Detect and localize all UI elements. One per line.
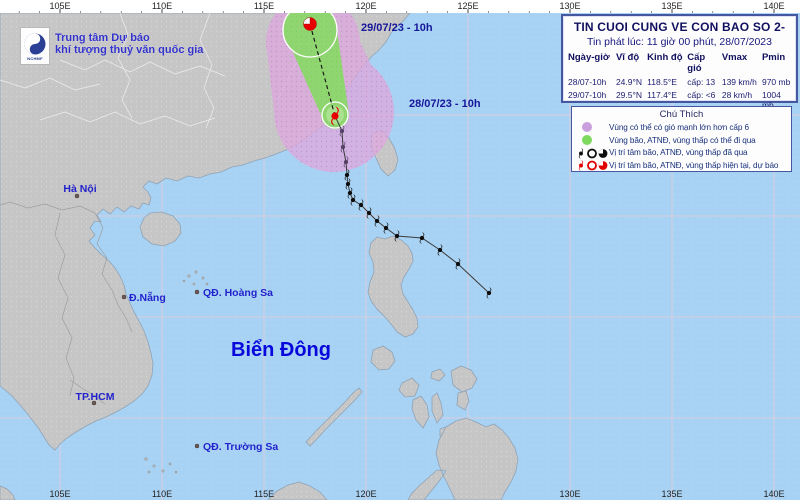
hainan-island — [139, 211, 182, 247]
current-wind-circle — [321, 101, 349, 129]
legend-label: Vị trí tâm bão, ATNĐ, vùng thấp đã qua — [609, 148, 748, 158]
current-forecast-icons — [575, 159, 609, 172]
lon-label-bottom: 110E — [152, 489, 172, 499]
cell-vmax: 139 km/h — [721, 77, 757, 87]
cell-wind-level: cấp: <6 — [687, 90, 716, 100]
samar-island — [450, 365, 478, 393]
city-dot — [74, 193, 80, 199]
leyte-island — [456, 390, 470, 411]
logo-caption: NCHMF — [27, 55, 43, 61]
track-time-annotation: 28/07/23 - 10h — [409, 98, 481, 110]
mindanao-island — [407, 417, 519, 500]
cell-pmin: 970 mb — [761, 77, 791, 87]
col-header: Kinh độ — [647, 52, 683, 63]
legend-row: Vị trí tâm bão, ATNĐ, vùng thấp hiện tại… — [575, 159, 788, 172]
map-labels: Hà Nội Đ.Nẵng TP.HCM QĐ. Hoàng Sa QĐ. Trường… — [63, 22, 480, 453]
luzon-island — [367, 235, 419, 338]
axis-strip — [0, 0, 800, 13]
legend-box: Chú Thích Vùng có thể có gió mạnh lớn hơ… — [571, 106, 792, 172]
lon-label-top: 125E — [457, 1, 478, 11]
lon-label-top: 105E — [49, 1, 70, 11]
legend-row: Vùng bão, ATNĐ, vùng thấp có thể đi qua — [575, 134, 788, 147]
cell-time: 28/07-10h — [568, 77, 607, 87]
col-header: Ngày-giờ — [568, 52, 610, 63]
forecast-wind-circle — [282, 13, 338, 58]
storm-zones — [266, 13, 394, 172]
bulletin-title: TIN CUOI CUNG VE CON BAO SO 2- — [573, 20, 786, 34]
lon-label-bottom: 135E — [661, 489, 682, 499]
forecast-low-icon — [303, 17, 317, 31]
nchmf-logo-icon: NCHMF — [20, 27, 50, 65]
malay-tip — [0, 485, 16, 500]
cell-lon: 118.5°E — [647, 77, 677, 87]
panay-island — [398, 377, 420, 398]
col-header: Cấp gió — [687, 52, 706, 74]
legend-label: Vị trí tâm bão, ATNĐ, vùng thấp hiện tại… — [609, 161, 779, 171]
city-dot — [91, 400, 97, 406]
negros-island — [411, 395, 430, 429]
col-header: Vmax — [721, 52, 748, 63]
lon-label-bottom: 140E — [763, 489, 784, 499]
city-dot — [194, 443, 200, 449]
cell-time: 29/07-10h — [568, 90, 607, 100]
cell-pmin: 1004 mb — [761, 90, 781, 110]
bulletin-table: Ngày-giờ Vĩ độ Kinh độ Cấp gió Vmax Pmin… — [568, 52, 791, 110]
cell-lon: 117.4°E — [647, 90, 677, 100]
lon-label-bottom: 115E — [254, 489, 274, 499]
legend-label: Vùng có thể có gió mạnh lớn hơn cấp 6 — [609, 122, 749, 132]
forecast-track-line — [309, 23, 336, 117]
agency-name-line1: Trung tâm Dự báo — [55, 32, 150, 44]
lon-label-top: 110E — [152, 1, 172, 11]
col-header: Vĩ độ — [615, 52, 640, 63]
bulletin-issued-time: Tin phát lúc: 11 giờ 00 phút, 28/07/2023 — [587, 36, 772, 48]
sea-name-label: Biển Đông — [231, 339, 331, 361]
purple-zone-icon — [575, 121, 609, 133]
mindoro-island — [370, 345, 396, 371]
cell-wind-level: cấp: 13 — [687, 77, 716, 87]
city-label: QĐ. Hoàng Sa — [203, 287, 273, 299]
storm-track — [303, 17, 492, 299]
lon-label-top: 140E — [763, 1, 784, 11]
agency-branding: NCHMF Trung tâm Dự báo khí tượng thuỷ vă… — [20, 27, 203, 65]
lon-label-bottom: 120E — [355, 489, 376, 499]
lon-label-top: 130E — [559, 1, 580, 11]
green-zone-icon — [575, 134, 609, 146]
cell-vmax: 28 km/h — [721, 90, 753, 100]
legend-label: Vùng bão, ATNĐ, vùng thấp có thể đi qua — [609, 135, 756, 145]
agency-name-line2: khí tượng thuỷ văn quốc gia — [55, 43, 204, 56]
cell-lat: 24.9°N — [615, 77, 643, 87]
masbate-island — [430, 368, 446, 382]
city-dot — [121, 294, 127, 300]
lon-label-top: 120E — [355, 1, 376, 11]
legend-row: Vị trí tâm bão, ATNĐ, vùng thấp đã qua — [575, 147, 788, 160]
cebu-island — [431, 392, 444, 424]
palawan-island — [305, 387, 363, 447]
borneo-tip — [267, 481, 328, 500]
city-label: Hà Nội — [63, 183, 96, 195]
track-time-annotation: 29/07/23 - 10h — [361, 22, 433, 34]
city-dot — [194, 289, 200, 295]
lon-label-top: 115E — [254, 1, 274, 11]
city-label: QĐ. Trường Sa — [203, 441, 278, 453]
lon-label-bottom: 130E — [559, 489, 580, 499]
legend-title: Chú Thích — [659, 109, 704, 120]
city-label: TP.HCM — [76, 391, 115, 403]
city-label: Đ.Nẵng — [129, 291, 166, 304]
legend-row: Vùng có thể có gió mạnh lớn hơn cấp 6 — [575, 121, 788, 134]
bulletin-info-box: TIN CUOI CUNG VE CON BAO SO 2- Tin phát … — [561, 14, 798, 110]
col-header: Pmin — [761, 52, 786, 63]
logo-emblem-icon — [24, 33, 46, 54]
past-position-icons — [575, 147, 609, 160]
islet-dots — [144, 270, 209, 474]
lon-label-top: 135E — [661, 1, 682, 11]
lon-label-bottom: 105E — [49, 489, 70, 499]
agency-name: Trung tâm Dự báo khí tượng thuỷ văn quốc… — [55, 27, 203, 56]
cell-lat: 29.5°N — [615, 90, 643, 100]
axis-labels: 105E 110E 115E 120E 125E 130E 135E 140E 105E 110E… — [18, 1, 785, 499]
